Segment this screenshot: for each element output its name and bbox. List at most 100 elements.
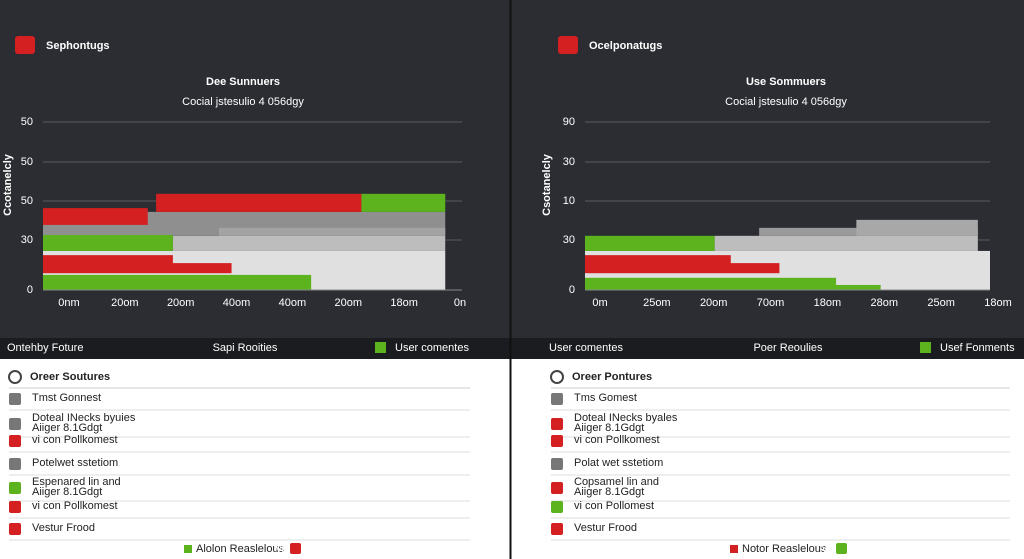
legend-swatch bbox=[375, 342, 386, 353]
x-tick-label: 70om bbox=[757, 297, 785, 309]
x-tick-label: 18om bbox=[814, 297, 842, 309]
list-background bbox=[0, 359, 1024, 559]
y-tick-label: 50 bbox=[21, 195, 33, 207]
y-tick-label: 10 bbox=[563, 195, 575, 207]
item-swatch bbox=[551, 418, 563, 430]
item-text: Aiiger 8.1Gdgt bbox=[574, 486, 644, 498]
item-swatch bbox=[551, 393, 563, 405]
list-title: Oreer Pontures bbox=[572, 371, 652, 383]
list-title: Oreer Soutures bbox=[30, 371, 110, 383]
legend-swatch bbox=[290, 543, 301, 554]
x-tick-label: 25om bbox=[643, 297, 671, 309]
footer-center: Poer Reoulies bbox=[753, 342, 823, 354]
bar bbox=[714, 235, 978, 251]
item-text: Vestur Frood bbox=[574, 522, 637, 534]
bar bbox=[172, 235, 446, 251]
item-swatch bbox=[551, 435, 563, 447]
y-axis-label: Csotanelcly bbox=[541, 153, 553, 216]
list-icon bbox=[550, 370, 564, 384]
y-tick-label: 0 bbox=[569, 284, 575, 296]
x-tick-label: 20om bbox=[700, 297, 728, 309]
item-swatch bbox=[551, 482, 563, 494]
item-text: vi con Pollkomest bbox=[32, 500, 118, 512]
panel-title: Ocelponatugs bbox=[589, 40, 662, 52]
item-text: vi con Pollkomest bbox=[32, 434, 118, 446]
item-swatch bbox=[9, 458, 21, 470]
x-tick-label: 40om bbox=[279, 297, 307, 309]
legend-label: Alolon Reaslelous bbox=[196, 543, 285, 555]
bar bbox=[43, 234, 173, 251]
y-tick-label: 90 bbox=[563, 116, 575, 128]
item-text: Copsamel lin and bbox=[574, 476, 659, 488]
bar bbox=[585, 284, 881, 290]
footer-center: Sapi Rooities bbox=[213, 342, 278, 354]
x-tick-label: 0m bbox=[592, 297, 607, 309]
x-tick-label: 20om bbox=[335, 297, 363, 309]
bar bbox=[43, 208, 148, 225]
y-tick-label: 50 bbox=[21, 116, 33, 128]
x-tick-label: 18om bbox=[390, 297, 418, 309]
legend-label: Usef Fonments bbox=[940, 342, 1015, 354]
item-swatch bbox=[551, 458, 563, 470]
bar bbox=[585, 277, 837, 285]
x-tick-label: 28om bbox=[871, 297, 899, 309]
y-tick-label: 50 bbox=[21, 156, 33, 168]
x-tick-label: 40om bbox=[223, 297, 251, 309]
item-text: vi con Pollomest bbox=[574, 500, 654, 512]
legend-swatch bbox=[920, 342, 931, 353]
footer-label: User comentes bbox=[549, 342, 623, 354]
item-swatch bbox=[551, 501, 563, 513]
item-swatch bbox=[551, 523, 563, 535]
x-tick-label: 18om bbox=[984, 297, 1012, 309]
item-text: Aiiger 8.1Gdgt bbox=[32, 486, 102, 498]
item-text: Aiiger 8.1Gdgt bbox=[32, 422, 102, 434]
item-text: Doteal INecks byuies bbox=[32, 412, 136, 424]
bar bbox=[585, 255, 731, 272]
bar bbox=[156, 193, 362, 212]
legend-label: Notor Reaslelous bbox=[742, 543, 827, 555]
item-text: Espenared lin and bbox=[32, 476, 121, 488]
chart-title: Dee Sunnuers bbox=[206, 76, 280, 88]
bar bbox=[585, 235, 715, 251]
legend-mark: vi bbox=[822, 543, 830, 555]
bar bbox=[218, 227, 446, 236]
item-text: Tms Gomest bbox=[574, 392, 637, 404]
item-swatch bbox=[9, 523, 21, 535]
item-swatch bbox=[9, 393, 21, 405]
item-text: Polat wet sstetiom bbox=[574, 457, 663, 469]
item-text: Doteal INecks byales bbox=[574, 412, 678, 424]
header-icon bbox=[15, 36, 35, 54]
item-swatch bbox=[9, 482, 21, 494]
chart-title: Use Sommuers bbox=[746, 76, 826, 88]
item-swatch bbox=[9, 435, 21, 447]
footer-label: Ontehby Foture bbox=[7, 342, 83, 354]
legend-swatch bbox=[730, 545, 738, 553]
header-icon bbox=[558, 36, 578, 54]
footer-strip bbox=[0, 338, 1024, 359]
x-tick-label: 20om bbox=[167, 297, 195, 309]
legend-mark: vi bbox=[276, 543, 284, 555]
item-text: Vestur Frood bbox=[32, 522, 95, 534]
y-tick-label: 0 bbox=[27, 284, 33, 296]
list-icon bbox=[8, 370, 22, 384]
x-tick-label: 25om bbox=[927, 297, 955, 309]
chart-subtitle: Cocial jstesulio 4 056dgy bbox=[182, 96, 304, 108]
item-text: vi con Pollkomest bbox=[574, 434, 660, 446]
x-tick-label: 0nm bbox=[58, 297, 79, 309]
legend-label: User comentes bbox=[395, 342, 469, 354]
bar bbox=[856, 219, 978, 236]
chart-subtitle: Cocial jstesulio 4 056dgy bbox=[725, 96, 847, 108]
item-swatch bbox=[9, 418, 21, 430]
panel-title: Sephontugs bbox=[46, 40, 110, 52]
item-text: Tmst Gonnest bbox=[32, 392, 101, 404]
item-swatch bbox=[9, 501, 21, 513]
y-tick-label: 30 bbox=[21, 234, 33, 246]
legend-swatch bbox=[836, 543, 847, 554]
bar bbox=[43, 255, 173, 272]
y-axis-label: Ccotanelcly bbox=[2, 153, 14, 216]
x-tick-label: 20om bbox=[111, 297, 139, 309]
y-tick-label: 30 bbox=[563, 156, 575, 168]
item-text: Potelwet sstetiom bbox=[32, 457, 118, 469]
y-tick-label: 30 bbox=[563, 234, 575, 246]
